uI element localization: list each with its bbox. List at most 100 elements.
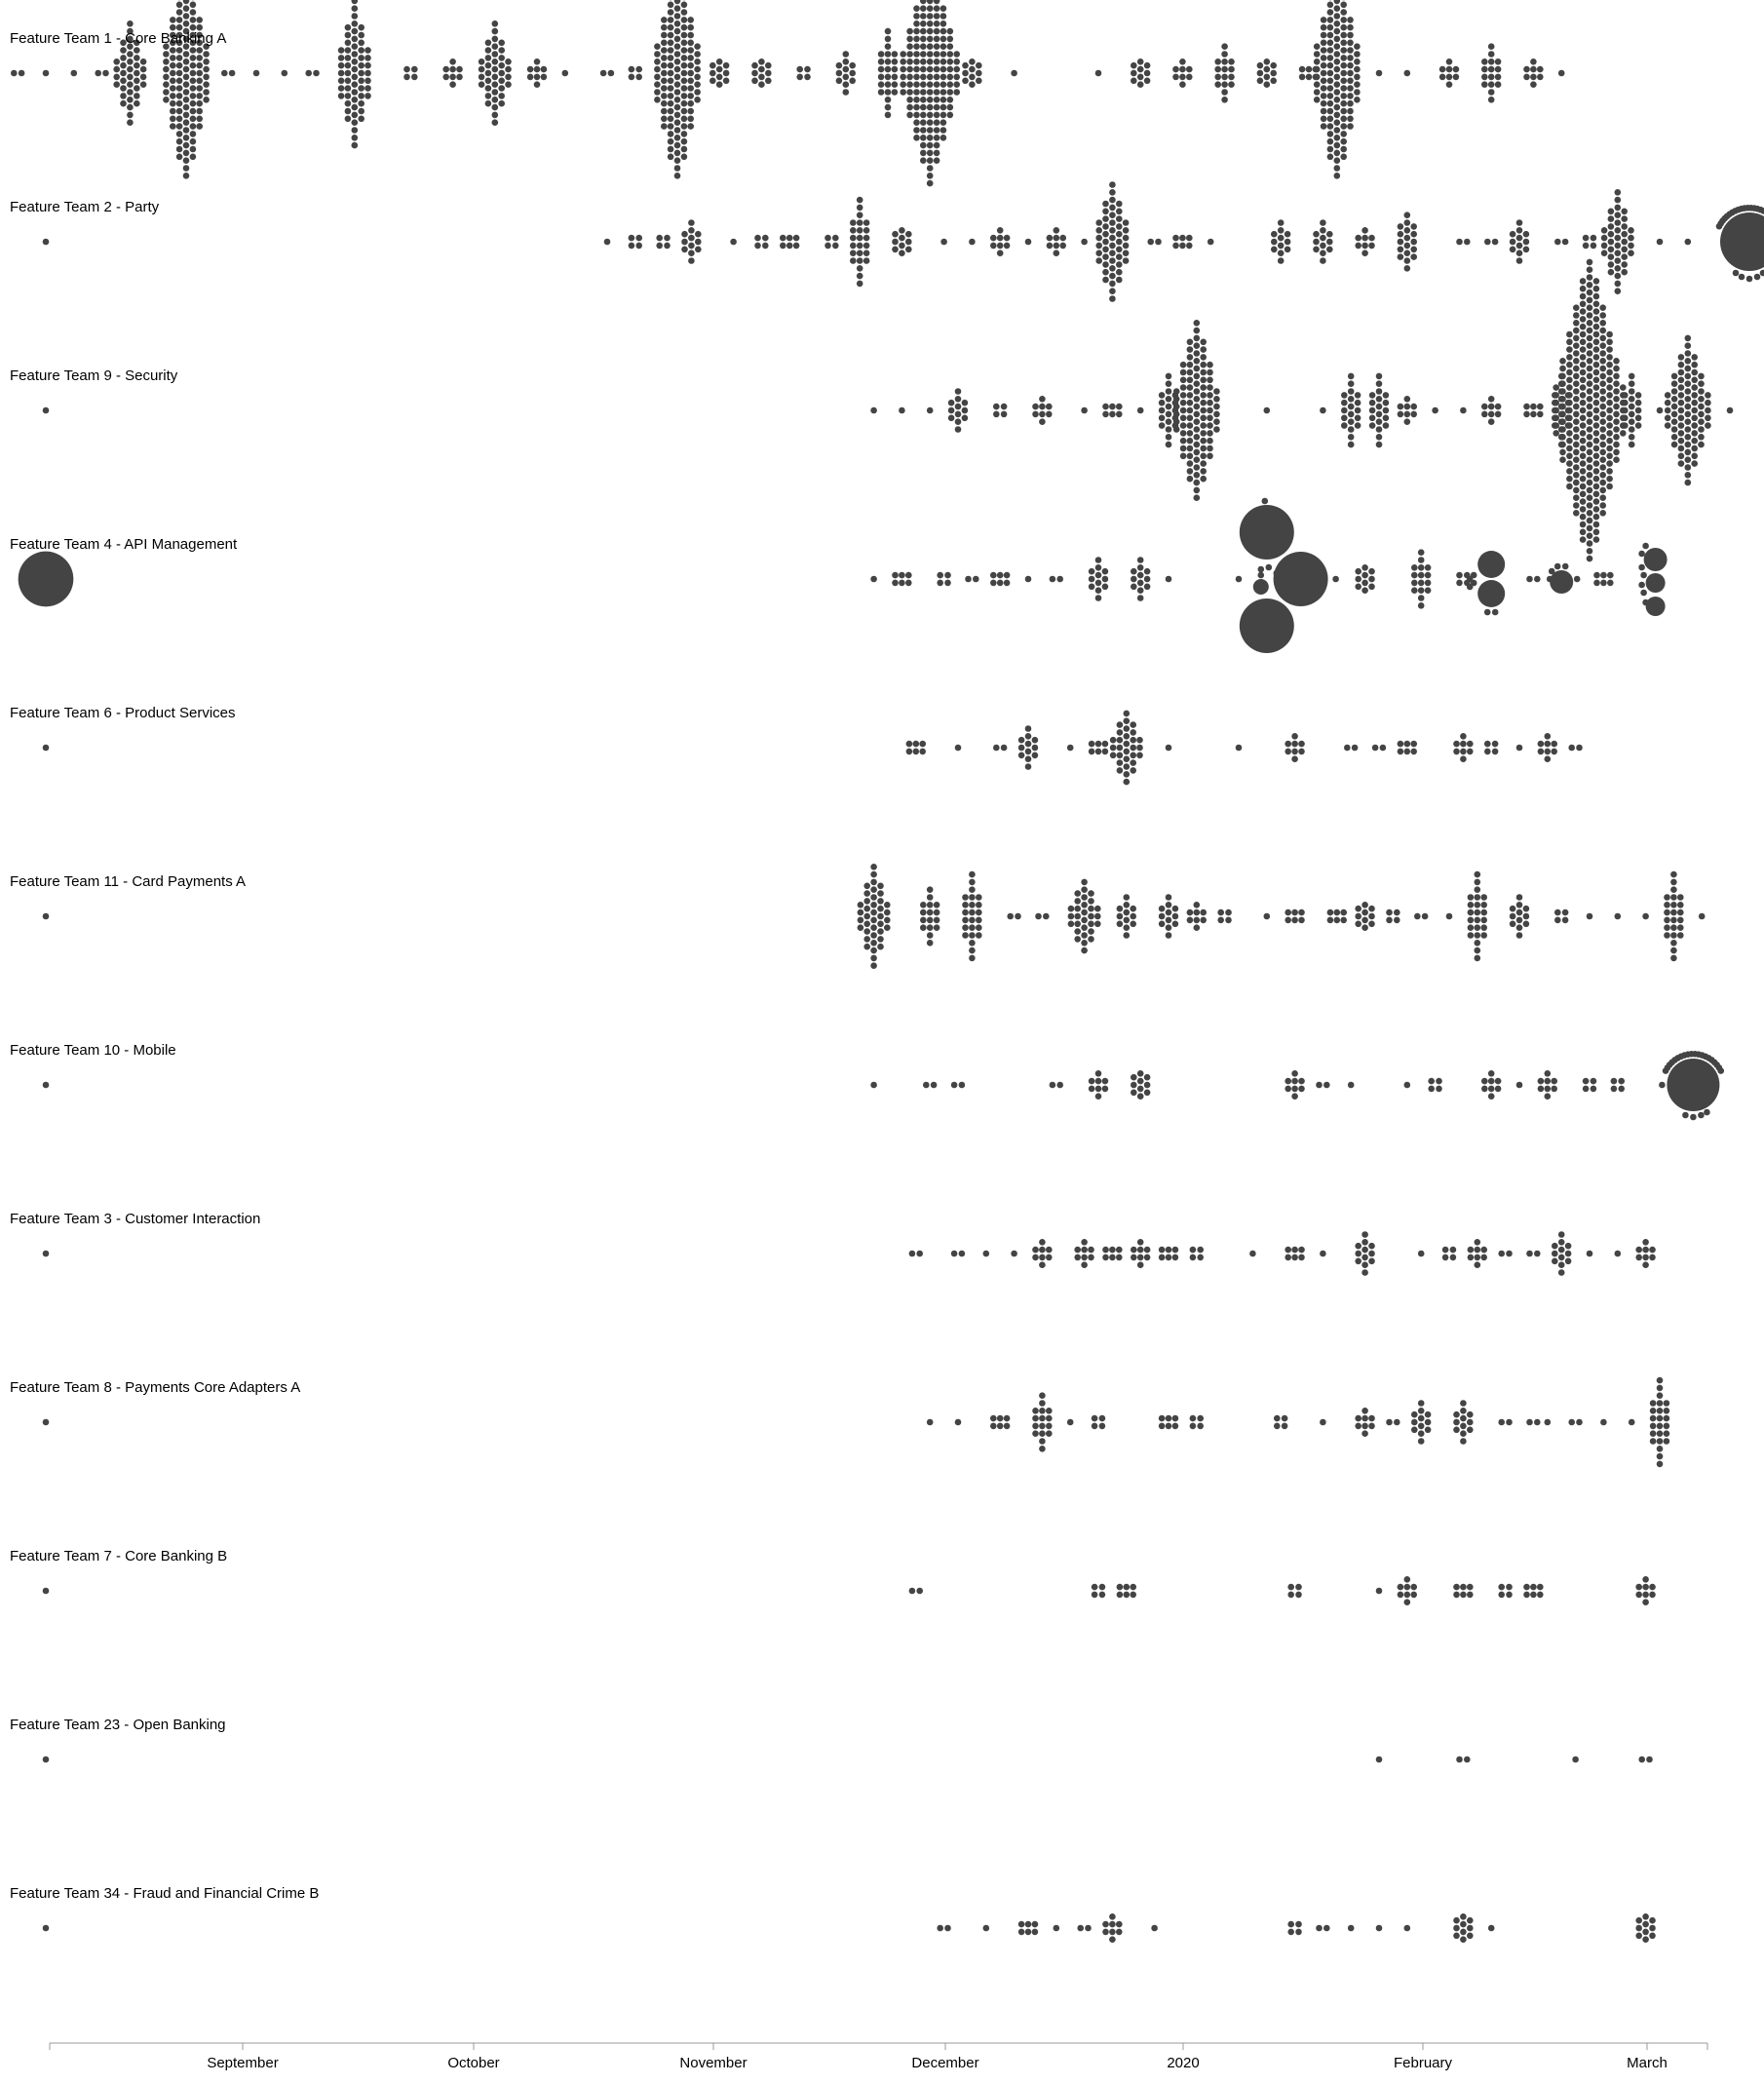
data-point: [1187, 369, 1194, 376]
data-point: [102, 70, 109, 77]
data-point: [1593, 438, 1600, 444]
data-point: [1025, 725, 1032, 732]
data-point: [1081, 239, 1088, 246]
data-point: [1295, 1929, 1302, 1936]
data-point: [1332, 576, 1339, 583]
data-point: [364, 55, 371, 61]
data-point: [1599, 502, 1606, 509]
data-point: [1516, 902, 1523, 908]
data-point: [1534, 576, 1541, 583]
data-point: [140, 81, 147, 88]
data-point: [1306, 66, 1313, 73]
data-point: [1678, 422, 1685, 429]
data-point: [1587, 1251, 1593, 1257]
data-point: [709, 62, 716, 69]
data-point: [962, 62, 969, 69]
data-point: [442, 66, 449, 73]
data-point: [176, 85, 183, 92]
data-point: [1587, 426, 1593, 433]
data-point: [1657, 1408, 1664, 1414]
data-point: [1291, 749, 1298, 755]
data-point: [479, 66, 485, 73]
data-point: [1488, 1078, 1495, 1085]
data-point: [485, 40, 492, 47]
data-point: [1537, 404, 1544, 410]
data-point: [940, 51, 947, 58]
data-point: [1088, 1255, 1094, 1261]
data-point: [1622, 415, 1629, 422]
data-point: [1657, 1423, 1664, 1430]
data-point: [1194, 342, 1201, 349]
data-point: [313, 70, 320, 77]
data-point: [1116, 215, 1123, 222]
data-point: [913, 81, 920, 88]
data-point: [1678, 453, 1685, 460]
data-point: [955, 411, 962, 418]
data-point: [1621, 209, 1628, 215]
data-point: [1137, 407, 1144, 414]
data-point: [203, 58, 210, 65]
data-point: [1092, 1415, 1098, 1422]
data-point: [1562, 563, 1569, 570]
data-point: [1089, 1086, 1095, 1093]
data-point: [1685, 449, 1692, 456]
data-point: [1436, 1078, 1442, 1085]
data-point: [681, 239, 688, 246]
data-point: [1460, 755, 1467, 762]
data-point: [1599, 480, 1606, 486]
data-point: [906, 74, 913, 81]
data-point: [352, 5, 359, 12]
data-point: [947, 43, 954, 50]
data-point: [358, 116, 364, 123]
data-point: [934, 917, 940, 924]
data-point: [1068, 921, 1075, 928]
data-point: [1347, 116, 1354, 123]
data-point: [1475, 871, 1481, 878]
data-point: [997, 1415, 1004, 1422]
data-point: [1271, 247, 1278, 253]
data-point: [1067, 1419, 1074, 1426]
data-point: [1088, 913, 1094, 920]
data-point: [1599, 442, 1606, 448]
data-point: [863, 928, 870, 935]
data-point: [1213, 396, 1220, 403]
data-point: [1361, 235, 1368, 242]
data-point: [969, 58, 976, 65]
data-point: [920, 43, 927, 50]
data-point: [492, 66, 499, 73]
data-point: [1621, 261, 1628, 268]
data-point: [906, 81, 913, 88]
data-point: [120, 62, 127, 69]
data-point: [1425, 572, 1432, 579]
series-group: [43, 1231, 1656, 1276]
data-point: [1481, 411, 1488, 418]
data-point: [1081, 1255, 1088, 1261]
data-point: [1456, 239, 1463, 246]
data-point: [687, 85, 694, 92]
data-point: [1124, 725, 1131, 732]
data-point: [534, 74, 541, 81]
data-point: [1354, 81, 1361, 88]
data-point: [885, 28, 892, 35]
data-point: [1608, 209, 1615, 215]
data-point: [1123, 235, 1130, 242]
data-point: [505, 58, 512, 65]
data-point: [1025, 755, 1032, 762]
data-point: [1425, 587, 1432, 594]
data-point: [1613, 366, 1620, 372]
data-point: [1599, 418, 1606, 425]
data-point: [1116, 209, 1123, 215]
data-point: [1099, 1423, 1106, 1430]
data-point: [1670, 947, 1677, 954]
data-point: [892, 66, 899, 73]
data-point: [1488, 89, 1495, 96]
data-point: [913, 5, 920, 12]
data-point: [1615, 227, 1622, 234]
data-point: [1340, 40, 1347, 47]
data-point: [1480, 1255, 1487, 1261]
data-point: [1523, 239, 1530, 246]
data-point: [1025, 576, 1032, 583]
data-point: [1587, 274, 1593, 281]
data-point: [674, 89, 681, 96]
data-point: [1334, 173, 1341, 179]
